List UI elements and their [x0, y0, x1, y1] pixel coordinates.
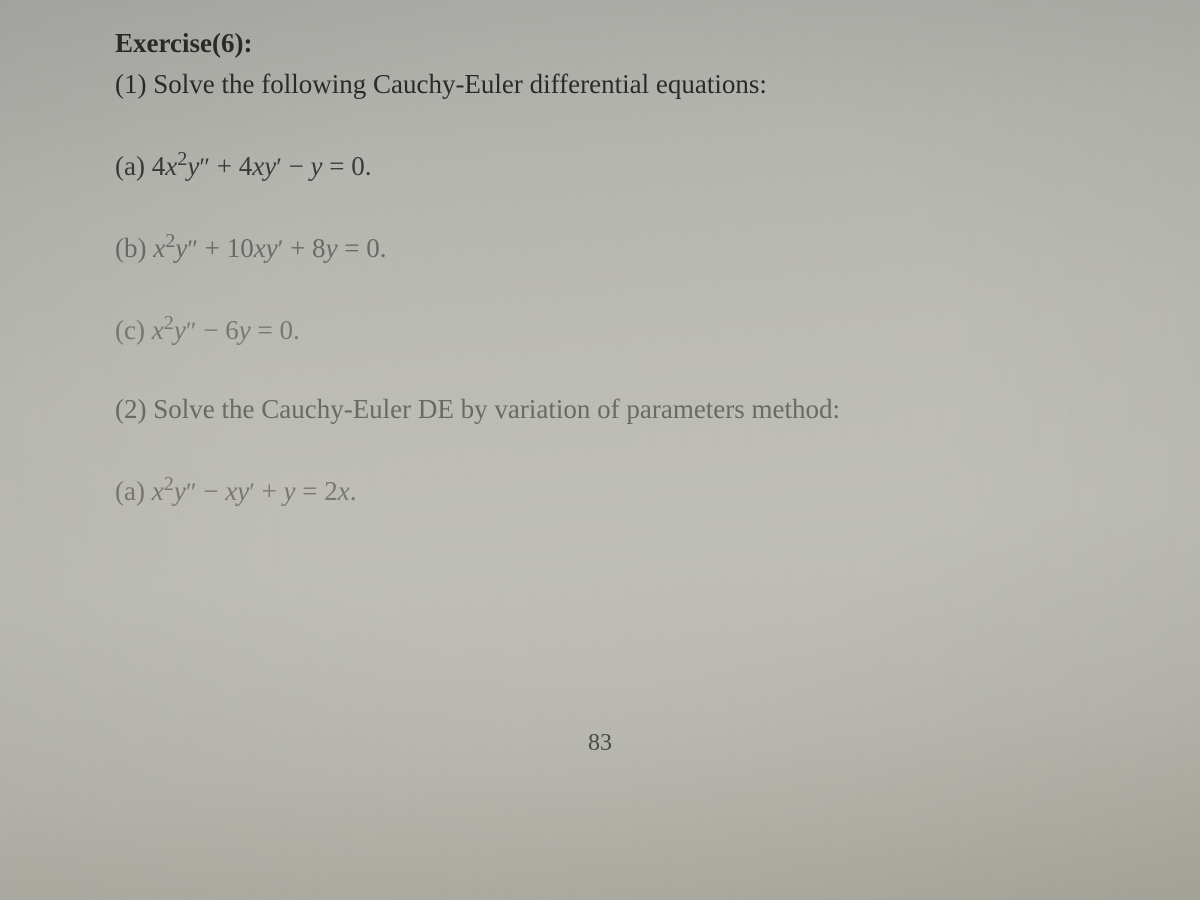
- part-2-number: (2): [115, 394, 146, 424]
- page-number: 83: [0, 730, 1200, 757]
- equation-1a-label: (a): [115, 151, 145, 181]
- equation-1c: (c) x2y″ − 6y = 0.: [115, 312, 1140, 346]
- equation-2a-label: (a): [115, 476, 145, 506]
- equation-1b-label: (b): [115, 233, 146, 263]
- part-2-instruction: (2) Solve the Cauchy-Euler DE by variati…: [115, 394, 1140, 425]
- part-1-instruction: (1) Solve the following Cauchy-Euler dif…: [115, 69, 1140, 100]
- equation-1a: (a) 4x2y″ + 4xy′ − y = 0.: [115, 148, 1140, 182]
- page-content: Exercise(6): (1) Solve the following Cau…: [115, 28, 1140, 555]
- part-1-number: (1): [115, 69, 146, 99]
- exercise-title: Exercise(6):: [115, 28, 1140, 59]
- equation-1b: (b) x2y″ + 10xy′ + 8y = 0.: [115, 230, 1140, 264]
- part-2-text: Solve the Cauchy-Euler DE by variation o…: [153, 394, 840, 424]
- part-1-text: Solve the following Cauchy-Euler differe…: [153, 69, 767, 99]
- equation-1c-label: (c): [115, 315, 145, 345]
- equation-2a: (a) x2y″ − xy′ + y = 2x.: [115, 473, 1140, 507]
